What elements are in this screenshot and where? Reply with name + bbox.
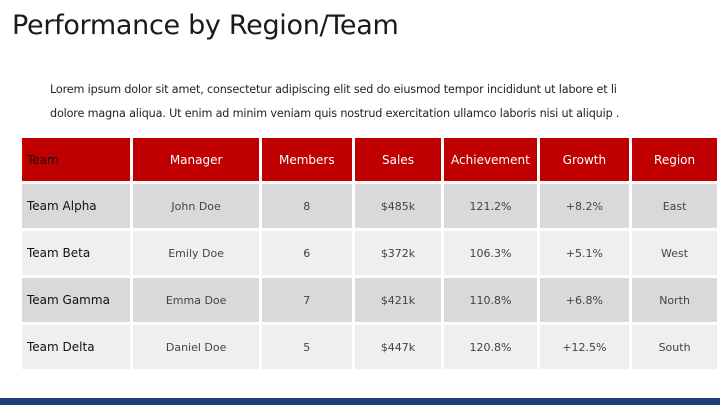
table-cell: Emily Doe (133, 231, 259, 275)
table-cell: +8.2% (539, 184, 630, 228)
header-row: Team Manager Members Sales Achievement Growth… (22, 138, 717, 181)
table-cell: North (632, 278, 717, 322)
table-cell: John Doe (133, 184, 259, 228)
paragraph: Lorem ipsum dolor sit amet, consectetur … (50, 78, 619, 126)
table-cell: Daniel Doe (133, 325, 259, 369)
table-cell: +6.8% (539, 278, 630, 322)
table-cell: Emma Doe (133, 278, 259, 322)
header-cell: Members (261, 138, 352, 181)
table-cell: 106.3% (444, 231, 537, 275)
table-row: Team Beta Emily Doe 6 $372k 106.3% +5.1% West (22, 231, 717, 275)
title: Performance by Region/Team (12, 10, 399, 41)
table-cell: South (632, 325, 717, 369)
table-cell: 7 (261, 278, 352, 322)
table-cell: +12.5% (539, 325, 630, 369)
paragraph-line: Lorem ipsum dolor sit amet, consectetur … (50, 83, 617, 96)
table-cell: Team Delta (22, 325, 131, 369)
table-cell: Team Gamma (22, 278, 131, 322)
table-cell: 5 (261, 325, 352, 369)
table-cell: +5.1% (539, 231, 630, 275)
header-cell: Growth (539, 138, 630, 181)
header-cell: Team (22, 138, 131, 181)
table-cell: 110.8% (444, 278, 537, 322)
table-cell: 120.8% (444, 325, 537, 369)
table-cell: $372k (354, 231, 442, 275)
header-cell: Achievement (444, 138, 537, 181)
table: Team Manager Members Sales Achievement Growth… (19, 135, 720, 372)
table-row: Team Delta Daniel Doe 5 $447k 120.8% +12.5% So… (22, 325, 717, 369)
table-cell: East (632, 184, 717, 228)
table-cell: $485k (354, 184, 442, 228)
table-cell: $447k (354, 325, 442, 369)
paragraph-line: dolore magna aliqua. Ut enim ad minim ve… (50, 107, 620, 120)
header-cell: Sales (354, 138, 442, 181)
table-cell: 121.2% (444, 184, 537, 228)
header-cell: Region (632, 138, 717, 181)
table-cell: 6 (261, 231, 352, 275)
header-cell: Manager (133, 138, 259, 181)
table-cell: Team Alpha (22, 184, 131, 228)
table-cell: Team Beta (22, 231, 131, 275)
table-cell: $421k (354, 278, 442, 322)
table-cell: 8 (261, 184, 352, 228)
table-row: Team Alpha John Doe 8 $485k 121.2% +8.2% East (22, 184, 717, 228)
table-cell: West (632, 231, 717, 275)
footer-bar (0, 398, 720, 405)
table-row: Team Gamma Emma Doe 7 $421k 110.8% +6.8% North (22, 278, 717, 322)
